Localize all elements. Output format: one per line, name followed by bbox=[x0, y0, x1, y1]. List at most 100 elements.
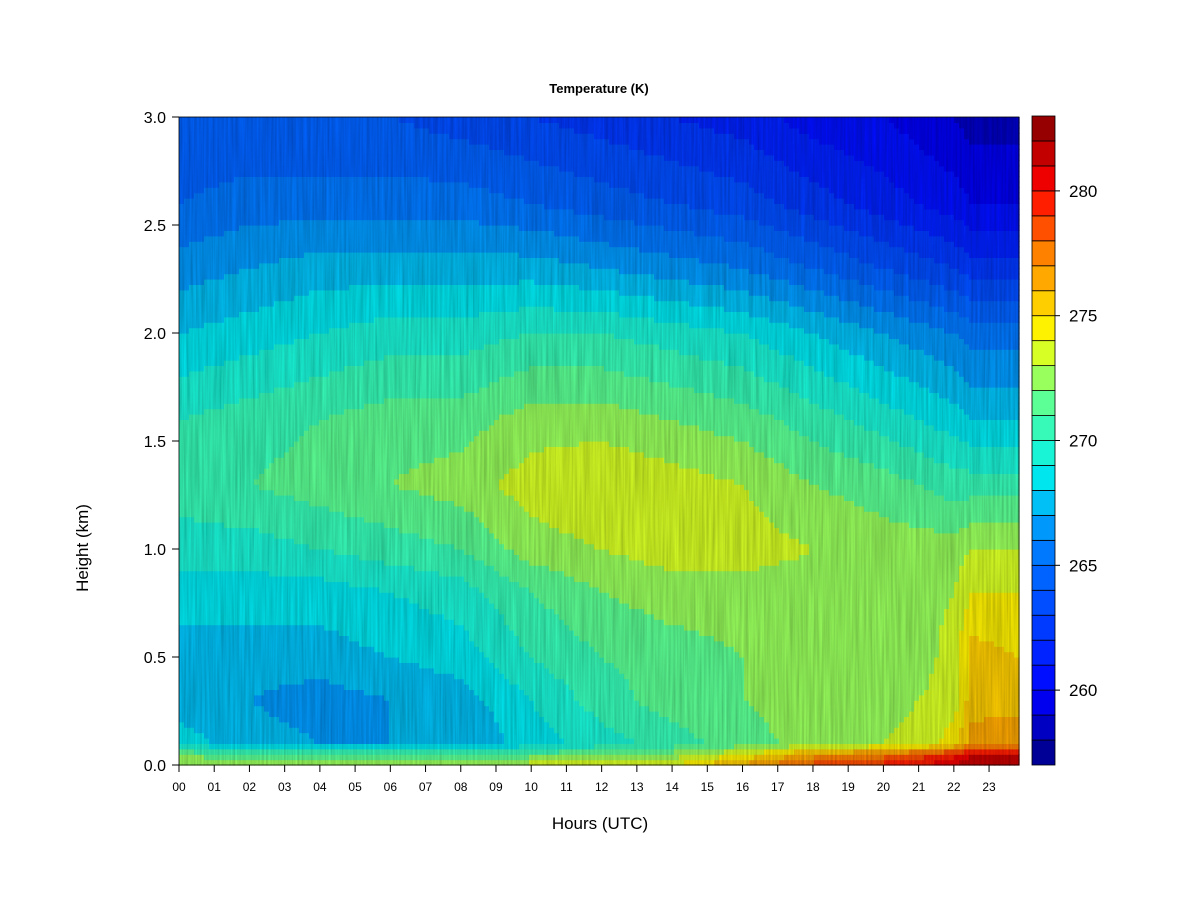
heatmap-cell bbox=[284, 193, 290, 199]
heatmap-cell bbox=[304, 603, 310, 609]
heatmap-cell bbox=[264, 371, 270, 377]
heatmap-cell bbox=[269, 252, 275, 258]
heatmap-cell bbox=[294, 128, 300, 134]
heatmap-cell bbox=[369, 738, 375, 744]
heatmap-cell bbox=[279, 376, 285, 382]
heatmap-cell bbox=[309, 495, 315, 501]
heatmap-cell bbox=[179, 252, 185, 258]
heatmap-cell bbox=[364, 263, 370, 269]
heatmap-cell bbox=[374, 630, 380, 636]
heatmap-cell bbox=[204, 468, 210, 474]
heatmap-cell bbox=[194, 171, 200, 177]
heatmap-cell bbox=[214, 517, 220, 523]
heatmap-cell bbox=[319, 749, 325, 755]
heatmap-cell bbox=[179, 500, 185, 506]
heatmap-cell bbox=[239, 484, 245, 490]
heatmap-cell bbox=[204, 247, 210, 253]
heatmap-cell bbox=[369, 441, 375, 447]
heatmap-cell bbox=[329, 193, 335, 199]
heatmap-cell bbox=[184, 220, 190, 226]
heatmap-cell bbox=[374, 511, 380, 517]
heatmap-cell bbox=[249, 139, 255, 145]
heatmap-cell bbox=[269, 614, 275, 620]
heatmap-cell bbox=[224, 230, 230, 236]
heatmap-cell bbox=[274, 355, 280, 361]
heatmap-cell bbox=[199, 419, 205, 425]
heatmap-cell bbox=[384, 473, 390, 479]
heatmap-cell bbox=[279, 317, 285, 323]
heatmap-cell bbox=[309, 220, 315, 226]
heatmap-cell bbox=[299, 182, 305, 188]
heatmap-cell bbox=[304, 392, 310, 398]
heatmap-cell bbox=[374, 560, 380, 566]
heatmap-cell bbox=[209, 711, 215, 717]
heatmap-cell bbox=[374, 311, 380, 317]
heatmap-cell bbox=[189, 560, 195, 566]
heatmap-cell bbox=[179, 652, 185, 658]
heatmap-cell bbox=[249, 711, 255, 717]
heatmap-cell bbox=[214, 668, 220, 674]
heatmap-cell bbox=[384, 419, 390, 425]
heatmap-cell bbox=[264, 657, 270, 663]
heatmap-cell bbox=[379, 392, 385, 398]
heatmap-cell bbox=[354, 387, 360, 393]
heatmap-cell bbox=[244, 463, 250, 469]
heatmap-cell bbox=[314, 279, 320, 285]
heatmap-cell bbox=[334, 247, 340, 253]
heatmap-cell bbox=[364, 166, 370, 172]
heatmap-cell bbox=[244, 533, 250, 539]
heatmap-cell bbox=[339, 144, 345, 150]
heatmap-cell bbox=[339, 468, 345, 474]
heatmap-cell bbox=[294, 608, 300, 614]
heatmap-cell bbox=[194, 679, 200, 685]
heatmap-cell bbox=[349, 490, 355, 496]
heatmap-cell bbox=[264, 214, 270, 220]
heatmap-cell bbox=[229, 425, 235, 431]
heatmap-cell bbox=[269, 322, 275, 328]
heatmap-cell bbox=[249, 468, 255, 474]
heatmap-cell bbox=[199, 403, 205, 409]
heatmap-cell bbox=[314, 263, 320, 269]
heatmap-cell bbox=[334, 592, 340, 598]
heatmap-cell bbox=[364, 382, 370, 388]
heatmap-cell bbox=[274, 425, 280, 431]
heatmap-cell bbox=[264, 268, 270, 274]
heatmap-cell bbox=[364, 506, 370, 512]
heatmap-cell bbox=[214, 306, 220, 312]
heatmap-cell bbox=[289, 241, 295, 247]
heatmap-cell bbox=[314, 446, 320, 452]
heatmap-cell bbox=[189, 533, 195, 539]
heatmap-cell bbox=[314, 646, 320, 652]
heatmap-cell bbox=[194, 587, 200, 593]
heatmap-cell bbox=[384, 571, 390, 577]
heatmap-cell bbox=[339, 490, 345, 496]
heatmap-cell bbox=[374, 684, 380, 690]
heatmap-cell bbox=[309, 560, 315, 566]
heatmap-cell bbox=[299, 365, 305, 371]
heatmap-cell bbox=[209, 398, 215, 404]
heatmap-cell bbox=[224, 284, 230, 290]
heatmap-cell bbox=[304, 598, 310, 604]
heatmap-cell bbox=[289, 679, 295, 685]
heatmap-cell bbox=[289, 652, 295, 658]
heatmap-cell bbox=[239, 711, 245, 717]
heatmap-cell bbox=[224, 689, 230, 695]
heatmap-cell bbox=[314, 463, 320, 469]
heatmap-cell bbox=[349, 263, 355, 269]
heatmap-cell bbox=[279, 619, 285, 625]
heatmap-cell bbox=[234, 695, 240, 701]
heatmap-cell bbox=[234, 160, 240, 166]
heatmap-cell bbox=[264, 295, 270, 301]
heatmap-cell bbox=[219, 166, 225, 172]
heatmap-cell bbox=[269, 355, 275, 361]
heatmap-cell bbox=[279, 198, 285, 204]
heatmap-cell bbox=[214, 554, 220, 560]
heatmap-cell bbox=[369, 689, 375, 695]
heatmap-cell bbox=[384, 598, 390, 604]
heatmap-cell bbox=[184, 527, 190, 533]
heatmap-cell bbox=[299, 668, 305, 674]
heatmap-cell bbox=[194, 716, 200, 722]
heatmap-cell bbox=[279, 630, 285, 636]
heatmap-cell bbox=[244, 722, 250, 728]
heatmap-cell bbox=[209, 344, 215, 350]
